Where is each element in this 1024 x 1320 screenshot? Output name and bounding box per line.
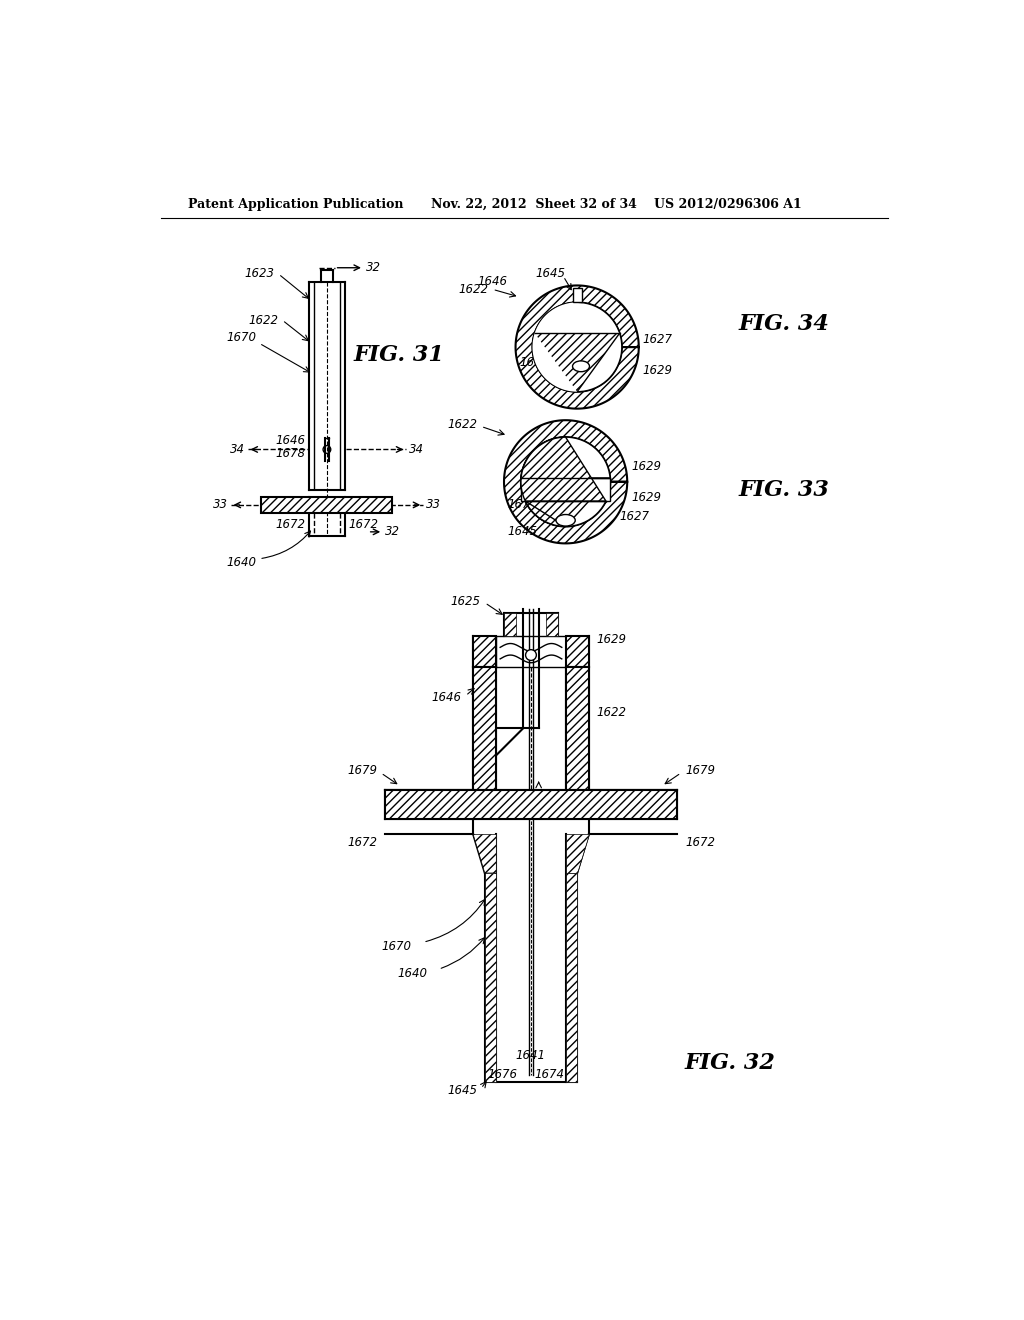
Polygon shape (521, 437, 610, 527)
Polygon shape (515, 285, 639, 409)
Text: 1672: 1672 (347, 836, 377, 849)
Text: 1622: 1622 (596, 706, 627, 719)
Text: 33: 33 (425, 499, 440, 511)
Text: 1641: 1641 (515, 1049, 546, 1063)
Text: 1627: 1627 (620, 510, 649, 523)
Polygon shape (565, 834, 589, 873)
Text: FIG. 34: FIG. 34 (739, 313, 829, 335)
Ellipse shape (556, 515, 575, 527)
Text: 1670: 1670 (382, 940, 412, 953)
Text: 1623: 1623 (245, 268, 274, 280)
Text: FIG. 33: FIG. 33 (739, 479, 829, 500)
Text: 34: 34 (230, 444, 246, 455)
Text: 1678: 1678 (275, 446, 305, 459)
Polygon shape (473, 834, 497, 873)
Bar (261, 498, 392, 512)
Text: 1672: 1672 (348, 517, 379, 531)
Bar (565, 873, 578, 1082)
Text: 1646: 1646 (275, 434, 305, 446)
Text: 1676: 1676 (487, 1068, 517, 1081)
Polygon shape (521, 437, 606, 527)
Text: 1622: 1622 (447, 417, 477, 430)
Ellipse shape (572, 360, 590, 372)
Text: 1629: 1629 (631, 459, 662, 473)
Bar (484, 873, 497, 1082)
Text: 32: 32 (385, 525, 400, 539)
Bar (521, 478, 610, 502)
Text: FIG. 32: FIG. 32 (685, 1052, 776, 1074)
Circle shape (521, 437, 610, 527)
Text: 33: 33 (213, 499, 228, 511)
Bar (547, 612, 558, 636)
Text: 1678: 1678 (519, 356, 550, 370)
Text: 1676: 1676 (508, 499, 538, 511)
Bar (473, 667, 497, 789)
Text: 1640: 1640 (397, 966, 427, 979)
Text: 1645: 1645 (508, 525, 538, 539)
Bar (565, 667, 589, 789)
Text: 1670: 1670 (227, 330, 257, 343)
Circle shape (532, 302, 622, 392)
Text: Patent Application Publication: Patent Application Publication (188, 198, 403, 211)
Text: 1640: 1640 (227, 556, 257, 569)
Text: 1625: 1625 (451, 594, 481, 607)
Bar (385, 789, 677, 818)
Text: 1645: 1645 (536, 268, 565, 280)
Text: 34: 34 (409, 444, 424, 455)
Text: 1627: 1627 (643, 333, 673, 346)
Text: 32: 32 (367, 261, 381, 275)
Text: 1629: 1629 (643, 363, 673, 376)
Text: 1646: 1646 (432, 690, 462, 704)
Text: FIG. 31: FIG. 31 (354, 343, 444, 366)
Bar (504, 612, 515, 636)
Text: US 2012/0296306 A1: US 2012/0296306 A1 (654, 198, 802, 211)
Bar (565, 636, 589, 667)
Text: 1629: 1629 (596, 634, 627, 647)
Bar (261, 498, 392, 512)
Polygon shape (532, 302, 620, 392)
Text: 1629: 1629 (631, 491, 662, 504)
Bar (473, 636, 497, 667)
Text: 1622: 1622 (249, 314, 279, 326)
Text: Nov. 22, 2012  Sheet 32 of 34: Nov. 22, 2012 Sheet 32 of 34 (431, 198, 637, 211)
Polygon shape (504, 420, 628, 544)
Text: 1646: 1646 (478, 275, 508, 288)
Text: 1674: 1674 (535, 1068, 565, 1081)
Text: 1679: 1679 (347, 764, 377, 777)
Circle shape (525, 649, 537, 660)
Bar (572, 288, 582, 302)
Text: 1622: 1622 (459, 282, 488, 296)
Text: 1679: 1679 (685, 764, 715, 777)
Polygon shape (532, 302, 620, 392)
Text: 1645: 1645 (447, 1084, 477, 1097)
Text: 1672: 1672 (685, 836, 715, 849)
Text: 1672: 1672 (275, 517, 305, 531)
